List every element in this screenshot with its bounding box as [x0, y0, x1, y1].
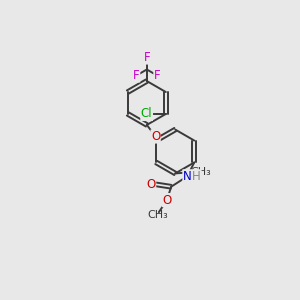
Text: O: O — [162, 194, 172, 207]
Text: CH₃: CH₃ — [190, 167, 211, 177]
Text: H: H — [192, 170, 201, 183]
Text: Cl: Cl — [141, 107, 152, 121]
Text: F: F — [143, 51, 150, 64]
Text: F: F — [154, 69, 160, 82]
Text: O: O — [151, 130, 160, 143]
Text: F: F — [133, 69, 140, 82]
Text: N: N — [183, 170, 192, 183]
Text: O: O — [146, 178, 156, 191]
Text: CH₃: CH₃ — [147, 210, 168, 220]
